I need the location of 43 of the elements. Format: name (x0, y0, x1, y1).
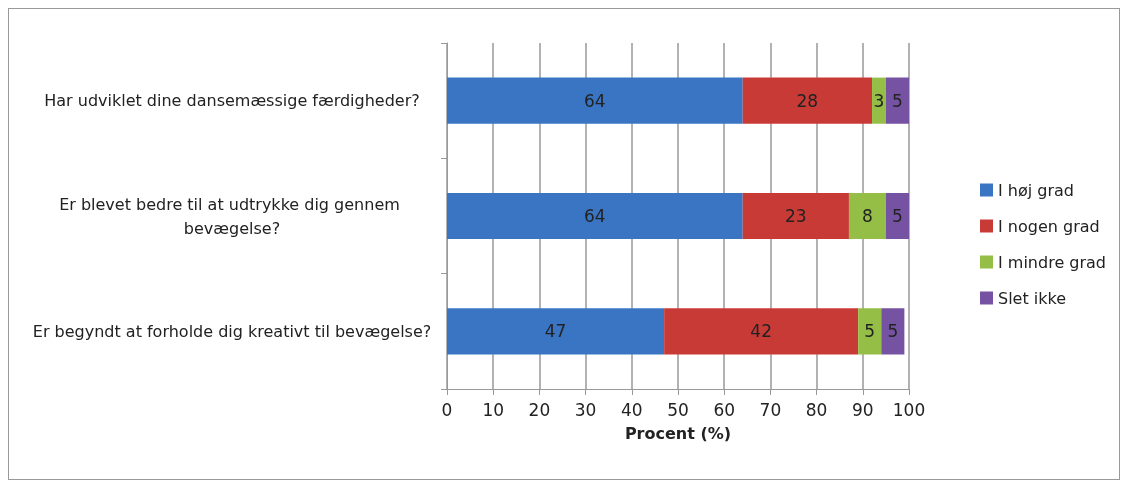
bar (858, 308, 882, 355)
x-tick-label: 80 (805, 399, 828, 420)
data-label: 64 (584, 206, 606, 226)
bar (742, 77, 873, 124)
bar (447, 192, 743, 240)
bar (872, 77, 886, 124)
x-tick-label: 40 (620, 399, 643, 420)
data-label: 3 (873, 90, 885, 111)
data-label: 8 (862, 206, 873, 226)
y-tick-label: Har udviklet dine dansemæssige færdigheder? (44, 91, 420, 111)
data-label: 23 (784, 206, 807, 226)
x-tick-label: 0 (441, 399, 453, 420)
x-tick-label: 90 (851, 399, 874, 420)
data-label: 5 (887, 321, 899, 342)
x-tick-label: 100 (892, 399, 926, 420)
data-label: 28 (796, 90, 819, 111)
bar (885, 77, 909, 124)
data-label: 5 (892, 90, 903, 111)
bar (848, 192, 886, 240)
y-tick-label: Er blevet bedre til at udtrykke dig gennem bevægelse? (59, 194, 405, 238)
bar (742, 192, 849, 240)
bar (447, 77, 743, 124)
x-tick-label: 60 (713, 399, 736, 420)
data-label: 47 (544, 321, 567, 342)
x-tick-label: 10 (482, 399, 505, 420)
x-tick-label: 70 (759, 399, 782, 420)
x-axis-title: Procent (%) (624, 423, 732, 443)
legend-label: I nogen grad (998, 216, 1100, 236)
bar (881, 308, 905, 355)
data-label: 42 (750, 321, 772, 342)
data-label: 5 (864, 321, 876, 342)
legend-label: I mindre grad (998, 252, 1106, 272)
x-tick-label: 20 (528, 399, 551, 420)
x-tick-label: 50 (667, 399, 689, 420)
bar (885, 192, 909, 240)
data-label: 5 (892, 206, 903, 226)
bar (447, 308, 665, 355)
data-label: 64 (584, 90, 606, 111)
x-tick-label: 30 (574, 399, 597, 420)
y-tick-label: Er begyndt at forholde dig kreativt til bevægelse? (32, 321, 432, 341)
legend-label: Slet ikke (998, 288, 1067, 308)
legend-label: I høj grad (998, 180, 1074, 200)
bar (664, 308, 859, 355)
